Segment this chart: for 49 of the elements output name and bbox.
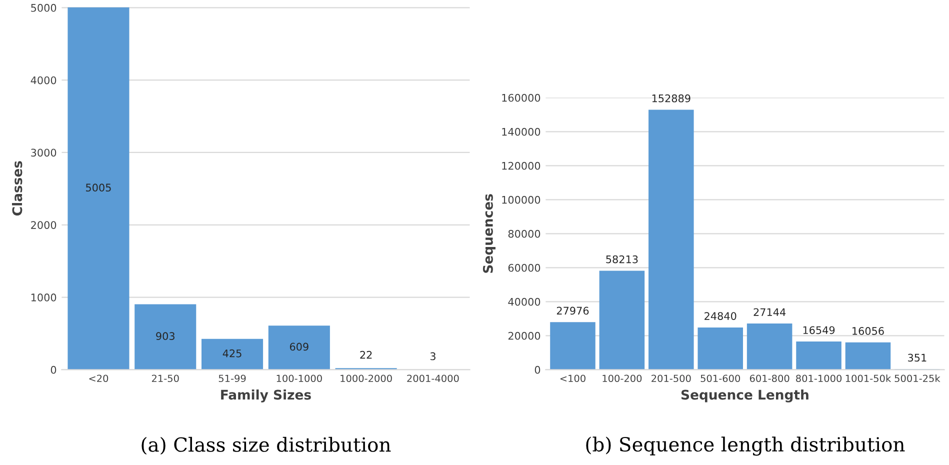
y-tick-label: 0 <box>534 366 540 374</box>
data-label: 27976 <box>556 306 589 315</box>
x-tick-label: 1000-2000 <box>340 374 392 382</box>
x-tick-label: 100-1000 <box>276 374 322 382</box>
x-axis-title: Family Sizes <box>221 390 311 402</box>
data-label: 58213 <box>606 255 638 264</box>
x-tick-label: 501-600 <box>700 374 740 382</box>
data-label: 903 <box>156 332 174 340</box>
y-tick-label: 2000 <box>31 221 56 229</box>
y-tick-label: 160000 <box>502 94 540 102</box>
data-label: 24840 <box>704 312 736 320</box>
x-tick-label: 1001-50k <box>846 374 892 382</box>
x-tick-label: 601-800 <box>750 374 790 382</box>
x-tick-label: 21-50 <box>152 374 179 382</box>
text: (a) Class size distribution <box>142 436 391 455</box>
x-tick-label: <20 <box>89 374 108 382</box>
y-tick-label: 1000 <box>31 294 56 302</box>
data-label: 27144 <box>754 308 786 316</box>
text: (b) Sequence length distribution <box>586 436 905 456</box>
data-label: 351 <box>908 354 926 362</box>
x-tick-label: 201-500 <box>652 374 691 382</box>
y-axis-title: Sequences <box>482 194 496 273</box>
y-tick-label: 140000 <box>502 128 540 136</box>
x-axis-title: Sequence Length <box>681 390 808 402</box>
x-tick-label: 100-200 <box>602 374 642 382</box>
y-tick-label: 40000 <box>508 298 540 306</box>
data-label: 609 <box>290 342 308 351</box>
x-tick-label: 2001-4000 <box>407 374 459 382</box>
data-label: 152889 <box>652 94 690 102</box>
data-label: 3 <box>430 352 436 360</box>
x-tick-label: <100 <box>560 374 586 382</box>
x-tick-label: 5001-25k <box>894 374 940 382</box>
y-tick-label: 20000 <box>508 332 540 340</box>
y-tick-label: 0 <box>50 366 56 374</box>
y-tick-label: 3000 <box>31 148 56 157</box>
data-label: 16056 <box>852 327 884 335</box>
y-tick-label: 4000 <box>30 76 56 84</box>
y-tick-label: 80000 <box>508 230 540 238</box>
y-axis-title: Classes <box>12 161 22 216</box>
y-tick-label: 120000 <box>502 162 540 170</box>
data-label: 425 <box>222 349 242 358</box>
y-tick-label: 60000 <box>508 264 540 272</box>
y-tick-label: 100000 <box>502 196 540 204</box>
data-label: 16549 <box>803 326 835 334</box>
data-label: 22 <box>360 350 372 359</box>
data-label: 5005 <box>86 184 111 192</box>
x-tick-label: 51-99 <box>218 374 246 382</box>
y-tick-label: 5000 <box>31 4 56 12</box>
x-tick-label: 801-1000 <box>796 374 842 382</box>
